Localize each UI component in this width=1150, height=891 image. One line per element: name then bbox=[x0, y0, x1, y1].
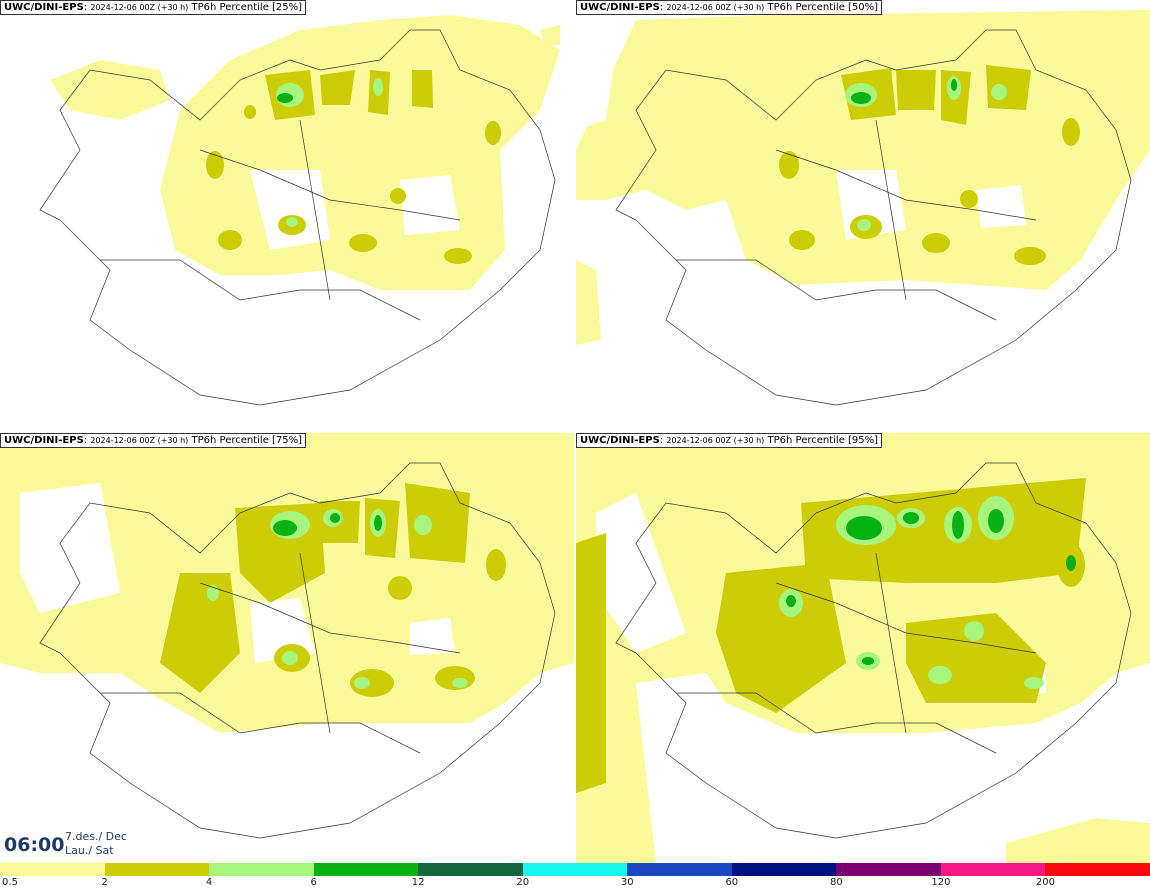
legend-tick-label: 6 bbox=[310, 877, 317, 888]
legend-swatch bbox=[940, 863, 1046, 876]
field-label: TP6h Percentile [75%] bbox=[191, 435, 303, 446]
model-name: UWC/DINI-EPS bbox=[4, 435, 84, 446]
legend-swatch bbox=[522, 863, 628, 876]
precip-fill-white-holes bbox=[250, 170, 460, 250]
precip-fill-dark-green bbox=[851, 79, 957, 104]
panel-title: UWC/DINI-EPS: 2024-12-06 00Z (+30 h) TP6… bbox=[0, 0, 307, 15]
legend-tick-label: 4 bbox=[205, 877, 213, 888]
precip-fill-dark-green bbox=[273, 513, 382, 536]
model-name: UWC/DINI-EPS bbox=[580, 2, 660, 13]
precip-fill-medium bbox=[576, 478, 1086, 793]
legend-swatch bbox=[731, 863, 837, 876]
run-time: 2024-12-06 00Z (+30 h) bbox=[666, 3, 765, 12]
map-panel-p75: UWC/DINI-EPS: 2024-12-06 00Z (+30 h) TP6… bbox=[0, 433, 574, 863]
precip-map-p50 bbox=[576, 10, 1150, 406]
legend-swatch bbox=[0, 863, 105, 876]
coastline bbox=[39, 29, 556, 406]
precip-fill-light bbox=[50, 15, 560, 290]
precip-fill-dark-green bbox=[277, 93, 293, 103]
field-label: TP6h Percentile [25%] bbox=[191, 2, 303, 13]
valid-time-date-block: 7.des./ Dec Lau./ Sat bbox=[65, 830, 127, 858]
legend-swatch bbox=[1045, 863, 1150, 876]
panel-title: UWC/DINI-EPS: 2024-12-06 00Z (+30 h) TP6… bbox=[576, 0, 883, 15]
legend-tick-label: 12 bbox=[411, 877, 425, 888]
legend-swatch bbox=[836, 863, 941, 876]
valid-time-day: Lau./ Sat bbox=[65, 844, 114, 857]
precip-map-p95 bbox=[576, 433, 1150, 863]
legend-swatch bbox=[313, 863, 419, 876]
legend-swatch bbox=[209, 863, 314, 876]
legend-tick-label: 200 bbox=[1035, 877, 1055, 888]
coastline bbox=[615, 462, 1132, 839]
model-name: UWC/DINI-EPS bbox=[4, 2, 84, 13]
valid-time-box: 06:00 7.des./ Dec Lau./ Sat bbox=[0, 826, 130, 862]
legend-swatch bbox=[104, 863, 210, 876]
precip-fill-medium bbox=[160, 483, 506, 697]
legend-tick-label: 20 bbox=[516, 877, 530, 888]
legend-swatch bbox=[418, 863, 523, 876]
precip-map-p75 bbox=[0, 433, 574, 839]
run-time: 2024-12-06 00Z (+30 h) bbox=[90, 436, 189, 445]
legend-tick-label: 30 bbox=[620, 877, 634, 888]
precip-fill-medium bbox=[206, 70, 501, 264]
legend-swatch bbox=[627, 863, 732, 876]
map-panel-p25: UWC/DINI-EPS: 2024-12-06 00Z (+30 h) TP6… bbox=[0, 0, 574, 430]
model-name: UWC/DINI-EPS bbox=[580, 435, 660, 446]
map-panel-p50: UWC/DINI-EPS: 2024-12-06 00Z (+30 h) TP6… bbox=[576, 0, 1150, 430]
legend-tick-label: 0.5 bbox=[2, 877, 18, 888]
panel-title: UWC/DINI-EPS: 2024-12-06 00Z (+30 h) TP6… bbox=[0, 433, 307, 448]
run-time: 2024-12-06 00Z (+30 h) bbox=[666, 436, 765, 445]
color-legend-bar bbox=[0, 863, 1150, 876]
precip-fill-white-holes bbox=[20, 483, 455, 663]
legend-tick-label: 120 bbox=[931, 877, 951, 888]
precip-fill-dark-green bbox=[786, 509, 1076, 665]
run-time: 2024-12-06 00Z (+30 h) bbox=[90, 3, 189, 12]
field-label: TP6h Percentile [95%] bbox=[767, 435, 879, 446]
valid-time-clock: 06:00 bbox=[4, 834, 65, 856]
coastline bbox=[615, 29, 1132, 406]
color-legend-ticks: 0.5 2 4 6 12 20 30 60 80 120 200 bbox=[0, 877, 1150, 891]
legend-tick-label: 2 bbox=[101, 877, 108, 888]
field-label: TP6h Percentile [50%] bbox=[767, 2, 879, 13]
map-panel-p95: UWC/DINI-EPS: 2024-12-06 00Z (+30 h) TP6… bbox=[576, 433, 1150, 863]
coastline bbox=[39, 462, 556, 839]
precip-map-p25 bbox=[39, 15, 560, 406]
panel-title: UWC/DINI-EPS: 2024-12-06 00Z (+30 h) TP6… bbox=[576, 433, 883, 448]
legend-tick-label: 80 bbox=[829, 877, 843, 888]
legend-tick-label: 60 bbox=[725, 877, 739, 888]
valid-time-date: 7.des./ Dec bbox=[65, 830, 127, 843]
